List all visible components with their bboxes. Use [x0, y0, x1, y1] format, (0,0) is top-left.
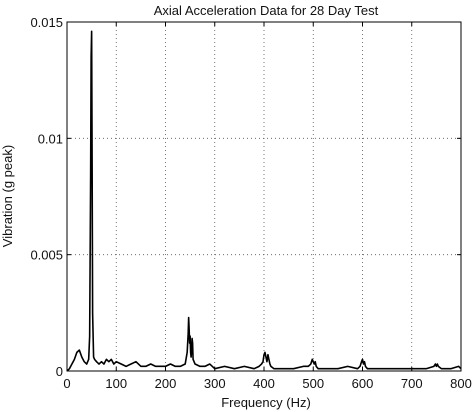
chart-title: Axial Acceleration Data for 28 Day Test: [154, 3, 379, 18]
x-tick-label: 400: [253, 376, 275, 391]
x-axis-label: Frequency (Hz): [221, 395, 311, 410]
x-tick-label: 800: [450, 376, 472, 391]
y-axis-label: Vibration (g peak): [0, 145, 15, 247]
x-tick-label: 100: [105, 376, 127, 391]
x-axis-ticks: 0 100 200 300 400 500 600 700 800: [63, 22, 472, 391]
y-tick-label: 0.005: [30, 248, 63, 263]
y-tick-label: 0: [56, 364, 63, 379]
series-group: [66, 30, 462, 372]
series-line: [66, 30, 462, 372]
x-tick-label: 300: [204, 376, 226, 391]
y-tick-label: 0.01: [38, 131, 63, 146]
grid-lines: [67, 22, 461, 371]
x-tick-label: 700: [401, 376, 423, 391]
x-tick-label: 600: [352, 376, 374, 391]
y-tick-label: 0.015: [30, 15, 63, 30]
x-tick-label: 0: [63, 376, 70, 391]
y-axis-ticks: 0 0.005 0.01 0.015: [30, 15, 461, 379]
x-tick-label: 500: [302, 376, 324, 391]
x-tick-label: 200: [155, 376, 177, 391]
